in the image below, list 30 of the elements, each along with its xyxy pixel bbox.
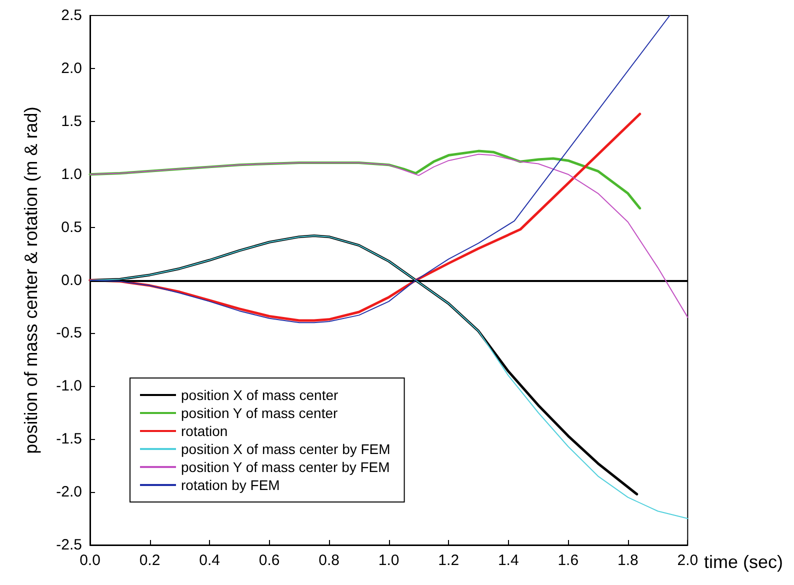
x-tick-label: 0.4	[199, 552, 220, 569]
x-tick-label: 1.8	[617, 552, 638, 569]
x-axis-title: time (sec)	[704, 552, 783, 572]
y-tick-label: -1.0	[56, 378, 82, 395]
y-tick-label: -2.5	[56, 536, 82, 554]
x-tick-label: 0.0	[80, 552, 100, 569]
legend-label: position Y of mass center by FEM	[181, 459, 390, 475]
x-tick-label: 1.2	[438, 552, 460, 569]
x-tick-label: 1.6	[558, 552, 579, 569]
legend-label: position Y of mass center	[181, 405, 338, 421]
x-tick-label: 1.4	[498, 552, 519, 569]
legend-label: position X of mass center by FEM	[181, 441, 390, 457]
x-tick-label: 0.2	[139, 552, 160, 569]
y-tick-label: 2.0	[61, 60, 82, 77]
x-tick-label: 2.0	[677, 552, 698, 569]
y-tick-label: -0.5	[56, 324, 82, 342]
x-tick-label: 0.6	[258, 552, 280, 569]
y-tick-label: 0.0	[61, 272, 82, 289]
y-tick-label: 1.5	[61, 112, 82, 130]
x-tick-label: 0.8	[318, 552, 340, 569]
y-axis-title: position of mass center & rotation (m & rad)	[21, 106, 41, 454]
y-tick-label: 0.5	[61, 218, 82, 236]
legend-label: rotation	[181, 423, 228, 439]
y-tick-label: -2.0	[56, 484, 82, 501]
legend-label: position X of mass center	[181, 387, 339, 403]
y-tick-label: -1.5	[56, 430, 82, 448]
legend-label: rotation by FEM	[181, 477, 280, 493]
y-tick-label: 2.5	[61, 7, 82, 24]
y-tick-label: 1.0	[61, 166, 82, 183]
x-tick-label: 1.0	[378, 552, 400, 569]
